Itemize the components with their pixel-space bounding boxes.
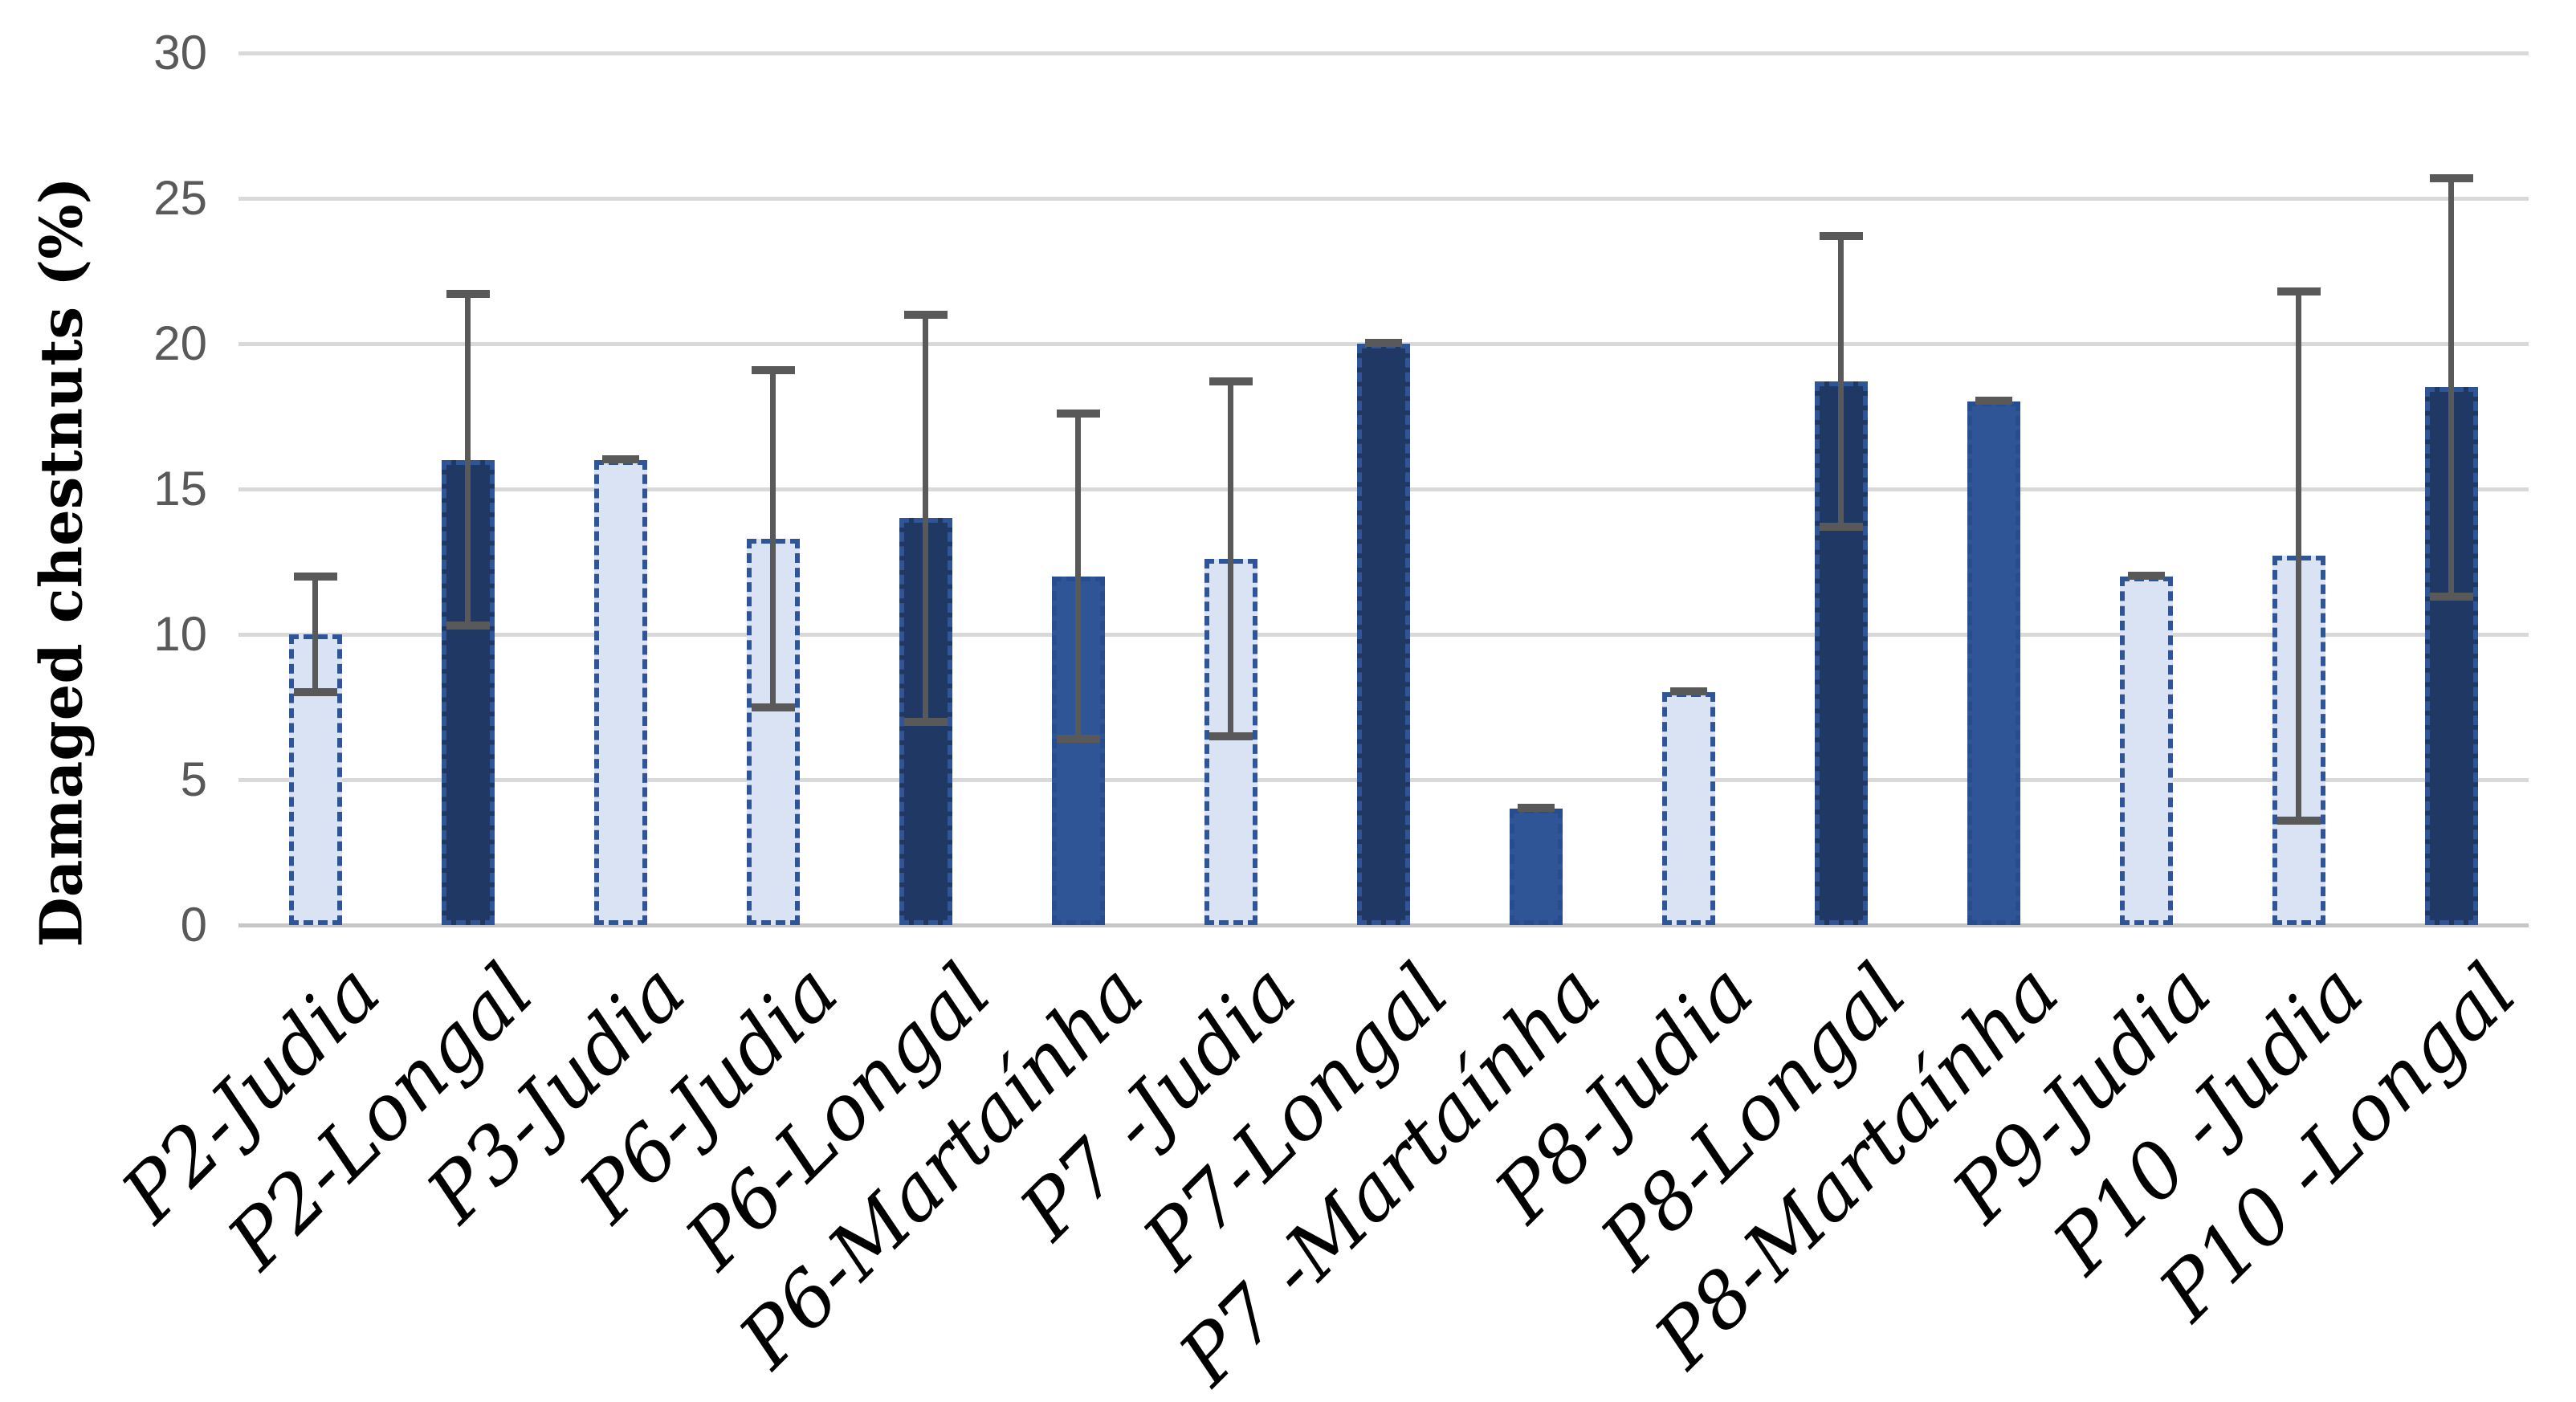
error-bar-P8-Longal: [1838, 236, 1844, 528]
error-cap-P3-Judia: [601, 454, 639, 463]
error-cap-low-P10-Longal: [2429, 592, 2473, 601]
error-cap-low-P10-Judia: [2276, 816, 2321, 825]
error-bar-P2-Longal: [465, 294, 471, 626]
error-cap-low-P6-Martaínha: [1056, 735, 1100, 744]
error-cap-low-P8-Longal: [1819, 523, 1863, 532]
y-tick-label-20: 20: [153, 316, 207, 370]
error-cap-low-P6-Judia: [751, 703, 795, 711]
error-cap-high-P10-Judia: [2276, 287, 2321, 295]
error-cap-high-P6-Martaínha: [1056, 409, 1100, 418]
error-cap-P8-Judia: [1669, 687, 1707, 696]
bar-P9-Judia: [2119, 576, 2173, 925]
error-cap-low-P2-Longal: [446, 622, 490, 630]
y-tick-label-30: 30: [153, 26, 207, 79]
error-cap-low-P7-Judia: [1209, 732, 1253, 740]
bar-P3-Judia: [593, 459, 647, 925]
error-bar-P6-Longal: [923, 314, 928, 722]
error-cap-P9-Judia: [2127, 571, 2165, 580]
y-tick-label-0: 0: [180, 898, 207, 952]
bar-chart-figure: Damaged chestnuts (%) 0 5 10 15 20 25 30 P2-Jud…: [26, 26, 2533, 1402]
gridline-30: [238, 51, 2529, 55]
error-cap-P8-Martaínha: [1975, 397, 2012, 406]
bar-P8-Martaínha: [1967, 401, 2020, 925]
error-cap-high-P2-Judia: [293, 572, 337, 581]
bar-P8-Judia: [1661, 692, 1715, 925]
bar-P2-Longal: [441, 459, 495, 925]
error-cap-high-P6-Judia: [751, 365, 795, 374]
error-bar-P10-Longal: [2448, 177, 2454, 597]
bar-P7-Martaínha: [1509, 809, 1563, 925]
error-cap-high-P6-Longal: [903, 310, 948, 319]
error-cap-high-P8-Longal: [1819, 232, 1863, 241]
bar-P7-Judia: [1204, 558, 1257, 925]
x-axis-line: [238, 923, 2529, 927]
y-tick-label-5: 5: [180, 752, 207, 806]
gridline-25: [238, 197, 2529, 201]
error-cap-P7-Martaínha: [1517, 804, 1555, 813]
y-axis-title: Damaged chestnuts (%): [26, 177, 96, 948]
y-tick-label-10: 10: [153, 607, 207, 661]
y-tick-label-25: 25: [153, 171, 207, 225]
error-bar-P2-Judia: [312, 576, 318, 693]
error-bar-P6-Martaínha: [1075, 413, 1081, 740]
bar-P7-Longal: [1356, 344, 1410, 925]
error-cap-high-P2-Longal: [446, 290, 490, 299]
error-bar-P6-Judia: [770, 369, 776, 707]
error-cap-low-P2-Judia: [293, 688, 337, 697]
error-bar-P7-Judia: [1228, 381, 1233, 736]
error-cap-P7-Longal: [1364, 339, 1402, 347]
error-cap-high-P7-Judia: [1209, 377, 1253, 386]
error-cap-high-P10-Longal: [2429, 173, 2473, 182]
error-bar-P10-Judia: [2296, 291, 2301, 821]
error-cap-low-P6-Longal: [903, 717, 948, 726]
y-tick-label-15: 15: [153, 462, 207, 516]
